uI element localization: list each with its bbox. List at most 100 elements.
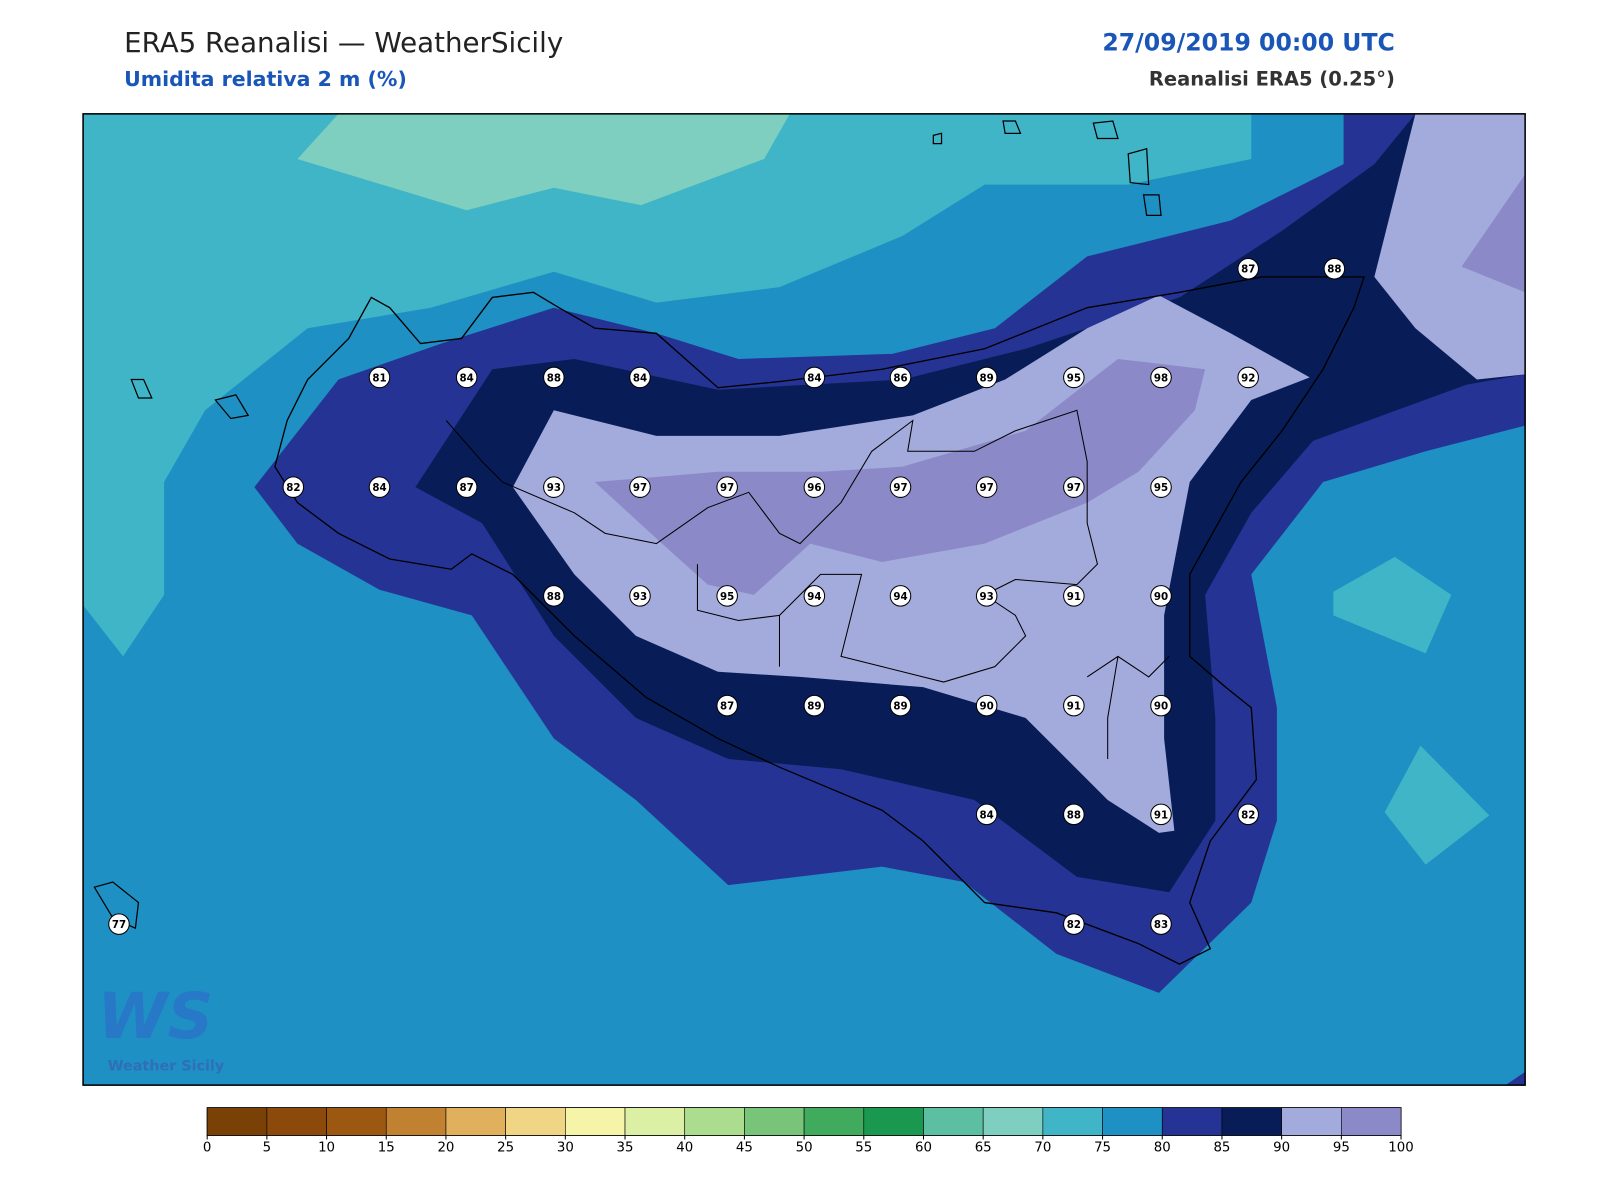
station-marker <box>1237 366 1259 389</box>
station-value: 97 <box>1067 482 1081 494</box>
station-value: 97 <box>980 482 994 494</box>
station-value: 91 <box>1067 701 1081 713</box>
station-value: 82 <box>1241 809 1255 821</box>
colorbar-bin <box>982 1107 1044 1136</box>
station-value: 95 <box>1154 482 1168 494</box>
date: 27/09/2019 00:00 UTC <box>1102 29 1394 57</box>
station-value: 93 <box>633 591 647 603</box>
colorbar-tick-label: 85 <box>1213 1141 1230 1156</box>
station-marker <box>629 366 651 389</box>
colorbar-bin <box>744 1107 805 1136</box>
station-value: 89 <box>980 372 994 384</box>
colorbar-bin <box>1281 1107 1342 1136</box>
source: Reanalisi ERA5 (0.25°) <box>1149 68 1395 91</box>
map-frame <box>82 113 1526 1086</box>
station-value: 84 <box>633 372 647 384</box>
station-marker <box>1150 476 1172 498</box>
station-marker <box>975 694 998 717</box>
colorbar-tick-label: 60 <box>915 1141 932 1156</box>
station-marker <box>282 476 305 498</box>
station-marker <box>975 476 998 498</box>
colorbar: 0 5 10 15 20 25 30 35 40 45 50 55 60 65 70 75 80 85 90 95 10… <box>203 1107 1414 1156</box>
colorbar-tick-label: 90 <box>1273 1141 1290 1156</box>
station-marker <box>1063 913 1085 935</box>
station-marker <box>629 476 651 498</box>
logo-text: Weather Sicily <box>108 1059 225 1075</box>
station-marker <box>1063 803 1085 826</box>
station-marker <box>1063 694 1085 717</box>
coastline <box>274 276 1366 965</box>
station-value: 92 <box>1241 372 1255 384</box>
station-marker <box>889 366 912 389</box>
colorbar-bin <box>565 1107 626 1136</box>
station-value: 88 <box>547 591 561 603</box>
station-marker <box>889 476 912 498</box>
colorbar-bin <box>326 1107 387 1136</box>
station-marker <box>629 585 651 607</box>
station-marker <box>108 913 130 935</box>
station-marker <box>1150 366 1172 389</box>
station-value: 84 <box>372 482 386 494</box>
colorbar-bin <box>684 1107 745 1136</box>
station-marker <box>1150 913 1172 935</box>
station-value: 98 <box>1154 372 1168 384</box>
colorbar-bin <box>803 1107 865 1136</box>
station-value: 84 <box>460 372 474 384</box>
subtitle: Umidita relativa 2 m (%) <box>124 67 407 91</box>
colorbar-tick-label: 100 <box>1388 1141 1413 1156</box>
colorbar-tick-label: 35 <box>617 1141 634 1156</box>
station-marker <box>543 476 565 498</box>
islands <box>93 120 1162 930</box>
colorbar-bin <box>445 1107 506 1136</box>
station-value: 87 <box>1241 264 1255 276</box>
field-90-95 <box>1374 113 1526 380</box>
station-marker <box>1063 476 1085 498</box>
station-value: 90 <box>1154 591 1168 603</box>
station-marker <box>1323 257 1346 280</box>
colorbar-tick-label: 10 <box>318 1141 335 1156</box>
station-value: 88 <box>547 372 561 384</box>
station-marker <box>803 585 826 607</box>
colorbar-tick-label: 95 <box>1333 1141 1350 1156</box>
station-marker <box>1150 585 1172 607</box>
province-borders <box>445 409 1170 759</box>
colorbar-tick-label: 45 <box>736 1141 753 1156</box>
field-65-70 <box>297 113 790 211</box>
colorbar-bin <box>1102 1107 1163 1136</box>
station-marker <box>455 476 478 498</box>
station-value: 83 <box>1154 919 1168 931</box>
field-70-75 <box>83 113 1252 657</box>
colorbar-tick-label: 75 <box>1094 1141 1111 1156</box>
station-value: 93 <box>547 482 561 494</box>
colorbar-tick-label: 40 <box>676 1141 693 1156</box>
map <box>83 113 1526 1086</box>
station-marker <box>1237 803 1259 826</box>
station-marker <box>1150 694 1172 717</box>
colorbar-bin <box>1161 1107 1223 1136</box>
colorbar-tick-label: 30 <box>557 1141 574 1156</box>
station-value: 89 <box>807 701 821 713</box>
station-value: 96 <box>807 482 821 494</box>
station-value: 81 <box>372 372 386 384</box>
station-marker <box>455 366 478 389</box>
station-value: 90 <box>1154 701 1168 713</box>
colorbar-tick-label: 25 <box>497 1141 514 1156</box>
station-marker <box>975 366 998 389</box>
station-value: 82 <box>1067 919 1081 931</box>
stations: 81 84 88 84 84 86 89 95 98 92 82 84 87 93 97 97 96 97 97 97… <box>108 257 1346 935</box>
colorbar-bin <box>1221 1107 1282 1136</box>
colorbar-bin <box>1341 1107 1402 1136</box>
station-value: 89 <box>893 701 907 713</box>
station-value: 91 <box>1067 591 1081 603</box>
field-95-100 <box>1461 174 1526 293</box>
station-value: 87 <box>460 482 474 494</box>
station-value: 88 <box>1327 264 1341 276</box>
station-marker <box>1150 803 1172 826</box>
colorbar-bin <box>266 1107 327 1136</box>
station-marker <box>1063 366 1085 389</box>
station-marker <box>803 366 826 389</box>
station-value: 93 <box>980 591 994 603</box>
field-70-75 <box>1384 745 1490 865</box>
station-marker <box>803 476 826 498</box>
